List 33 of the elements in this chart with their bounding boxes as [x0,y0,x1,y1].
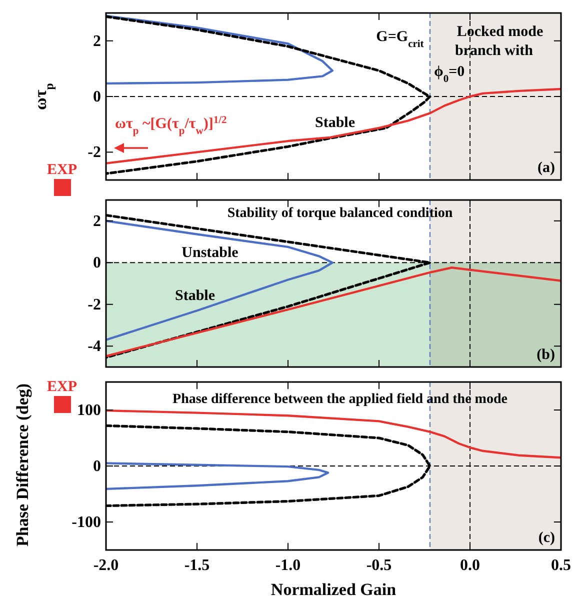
x-tick-label: -1.5 [184,557,210,574]
y-axis-title: Phase Difference (deg) [13,383,32,547]
annotation: Phase difference between the applied field and the mode [172,392,508,407]
y-tick-label: 2 [93,212,101,230]
annotation: Locked mode [456,24,544,40]
x-tick-label: 0.5 [551,557,571,574]
y-tick-label: -4 [88,338,101,356]
text: EXP [47,162,77,178]
annotation: G=G$_{crit}$ [376,29,424,50]
y-tick-label: 0 [93,254,101,272]
x-tick-label: -1.0 [275,557,301,574]
annotation: (b) [536,347,555,363]
text: EXP [47,379,77,395]
annotation: Stable [174,288,216,304]
y-tick-label: -2 [88,296,101,314]
x-axis-title: Normalized Gain [270,580,397,599]
x-tick-label: -0.5 [366,557,392,574]
y-tick-label: 100 [77,402,101,419]
y-tick-label: 2 [93,32,101,50]
annotation: (c) [538,530,555,546]
annotation: ϕ$_{0}$=0 [434,64,465,84]
y-tick-label: 0 [93,458,101,475]
annotation: ωτ$_{p}$ ~[G(τ$_{p}$/τ$_{w}$)]$^{1/2}$ [115,114,227,136]
annotation: Unstable [182,245,239,261]
annotation: Stable [314,115,356,131]
y-tick-label: 0 [93,88,101,106]
x-tick-label: 0.0 [460,557,480,574]
annotation: Stability of torque balanced condition [227,206,453,221]
y-tick-label: -100 [72,514,101,531]
annotation: (a) [538,160,555,176]
x-tick-label: -2.0 [93,557,119,574]
y-tick-label: -2 [88,144,101,162]
annotation: branch with [455,43,534,59]
